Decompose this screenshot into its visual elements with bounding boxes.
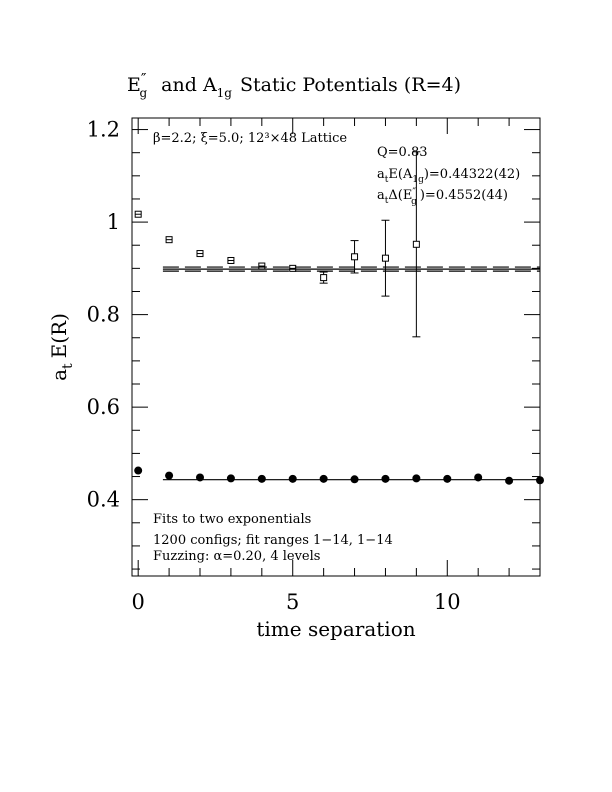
chart-title: E″ g and A1g Static Potentials (R=4) xyxy=(127,70,461,100)
y-axis-label-a: a xyxy=(47,369,71,381)
energy-value: )=0.44322(42) xyxy=(424,167,520,182)
ground-state-point xyxy=(196,473,204,482)
excited-state-point xyxy=(412,240,420,248)
excited-state-point xyxy=(351,253,359,261)
energy-a: a xyxy=(377,167,385,182)
x-tick-label: 0 xyxy=(131,590,144,614)
data-markers xyxy=(134,151,544,485)
excited-state-point xyxy=(134,210,142,218)
annotation-fuzzing: Fuzzing: α=0.20, 4 levels xyxy=(153,549,320,564)
y-tick-label: 1.2 xyxy=(87,118,120,142)
annotation-configs: 1200 configs; fit ranges 1−14, 1−14 xyxy=(153,533,393,548)
gap-a-subscript: t xyxy=(385,196,389,206)
ground-state-point xyxy=(381,474,390,483)
excited-state-point xyxy=(258,262,266,270)
energy-a-subscript: t xyxy=(385,175,389,185)
energy-e: E(A xyxy=(388,167,413,182)
annotation-gap: atΔ(E″ g)=0.4552(44) xyxy=(377,187,508,207)
gap-delta: Δ(E xyxy=(388,188,412,203)
ground-state-point xyxy=(165,471,174,480)
title-e-label: E xyxy=(127,74,141,96)
excited-state-point xyxy=(196,250,204,258)
ground-state-point xyxy=(350,475,359,484)
title-e-superscript: ″ xyxy=(141,70,147,88)
gap-a: a xyxy=(377,188,385,203)
ground-state-point xyxy=(474,473,483,482)
excited-state-point xyxy=(227,256,235,264)
excited-state-point xyxy=(289,264,297,272)
x-axis-label: time separation xyxy=(256,617,415,641)
annotation-fits: Fits to two exponentials xyxy=(153,512,311,527)
y-tick-label: 0.8 xyxy=(87,303,120,327)
title-a-subscript: 1g xyxy=(217,86,233,100)
energy-subscript: 1g xyxy=(412,175,424,185)
fit-lines xyxy=(162,266,540,481)
x-tick-label: 5 xyxy=(286,590,299,614)
annotation-energy: atE(A1g)=0.44322(42) xyxy=(377,167,520,185)
ground-state-point xyxy=(319,474,328,483)
title-rest: Static Potentials (R=4) xyxy=(240,74,461,96)
x-tick-label: 10 xyxy=(434,590,461,614)
ground-state-point xyxy=(257,474,266,483)
y-tick-label: 1 xyxy=(107,210,120,234)
ground-state-point xyxy=(412,474,421,483)
excited-state-point xyxy=(381,254,389,262)
gap-subscript: g xyxy=(411,197,417,207)
ground-state-point xyxy=(134,466,143,475)
tick-labels: 0 5 10 0.4 0.6 0.8 1 1.2 xyxy=(87,118,461,614)
ground-state-point xyxy=(443,474,452,483)
ground-state-point xyxy=(505,476,514,485)
y-tick-label: 0.6 xyxy=(87,395,120,419)
gap-value: )=0.4552(44) xyxy=(420,188,508,203)
excited-state-point xyxy=(320,274,328,282)
ground-state-point xyxy=(536,476,544,485)
annotation-q: Q=0.83 xyxy=(377,145,428,160)
y-tick-label: 0.4 xyxy=(87,488,120,512)
plot-frame xyxy=(131,117,541,577)
y-axis-label-subscript: t xyxy=(60,363,76,369)
y-axis-label-rest: E(R) xyxy=(47,313,71,358)
annotation-lattice: β=2.2; ξ=5.0; 12³×48 Lattice xyxy=(153,131,347,146)
title-and-a-label: and A xyxy=(161,74,217,96)
axis-ticks xyxy=(132,118,541,576)
ground-state-point xyxy=(226,474,235,483)
excited-state-point xyxy=(165,236,173,244)
title-e-subscript: g xyxy=(139,86,147,100)
ground-state-point xyxy=(288,474,297,483)
y-axis-label: at E(R) xyxy=(47,313,76,381)
gap-superscript: ″ xyxy=(412,187,416,198)
